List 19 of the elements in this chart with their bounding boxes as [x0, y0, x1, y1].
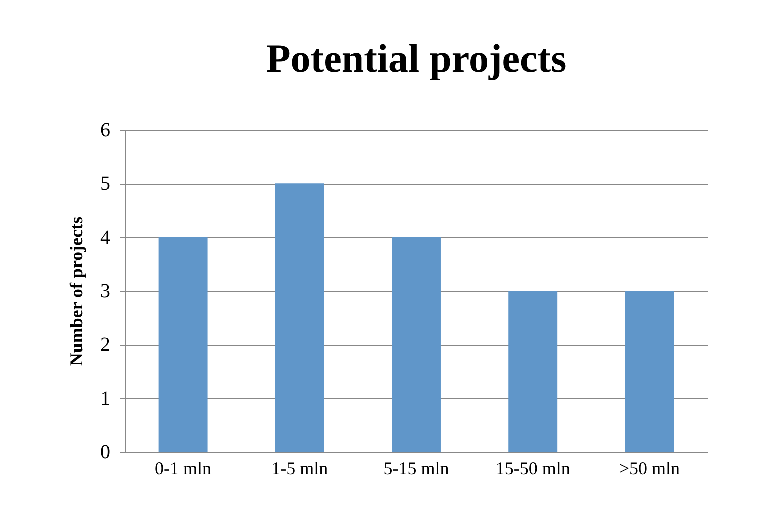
bar	[392, 237, 441, 452]
bar	[158, 237, 208, 452]
x-tick-label: >50 mln	[619, 458, 680, 478]
y-tick-label: 5	[100, 173, 110, 196]
y-tick-label: 1	[100, 388, 110, 410]
x-tick-label: 5-15 mln	[384, 458, 450, 478]
y-tick-label: 4	[100, 226, 110, 249]
x-tick-label: 15-50 mln	[496, 458, 570, 478]
bar	[508, 291, 558, 452]
y-tick-label: 0	[100, 442, 110, 464]
chart-title: Potential projects	[266, 36, 567, 81]
y-tick-label: 3	[100, 280, 110, 302]
bar	[625, 291, 674, 452]
y-axis-title: Number of projects	[66, 216, 86, 366]
bar	[275, 184, 324, 452]
x-tick-label: 0-1 mln	[155, 458, 212, 478]
y-tick-label: 6	[100, 120, 110, 142]
x-tick-label: 1-5 mln	[272, 458, 328, 478]
y-tick-label: 2	[100, 334, 110, 356]
